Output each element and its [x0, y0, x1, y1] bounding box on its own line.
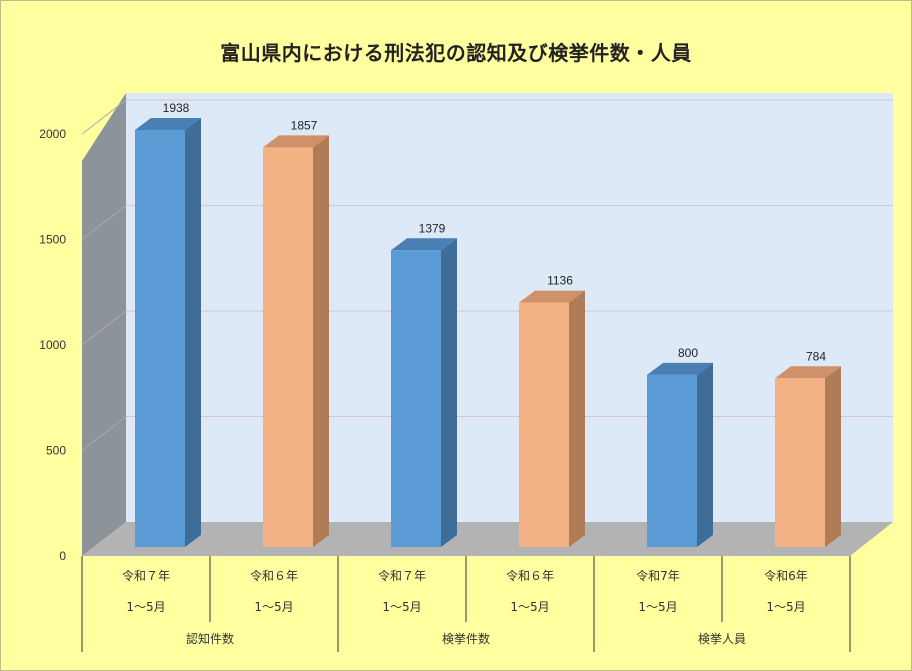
bar-side — [825, 366, 841, 547]
bar-side — [441, 238, 457, 547]
y-tick-label: 1500 — [39, 233, 66, 247]
category-label-bottom: 1～5月 — [254, 600, 293, 614]
category-label-bottom: 1～5月 — [510, 600, 549, 614]
category-label-bottom: 1～5月 — [638, 600, 677, 614]
bar-top — [647, 362, 713, 375]
gridline-side — [81, 99, 127, 135]
data-label: 1857 — [291, 118, 318, 132]
bar-top — [135, 118, 201, 130]
bar-top — [775, 366, 841, 379]
data-label: 1938 — [163, 101, 190, 115]
bar-top — [519, 290, 585, 303]
data-label: 784 — [806, 349, 826, 363]
group-label: 検挙人員 — [698, 632, 746, 646]
bar — [775, 378, 825, 547]
category-label-top: 令和6年 — [764, 568, 808, 583]
data-label: 1136 — [547, 274, 573, 288]
gridline-side — [81, 416, 127, 451]
bar — [263, 147, 313, 548]
bar — [647, 374, 697, 547]
category-label-bottom: 1～5月 — [766, 600, 805, 614]
group-label: 認知件数 — [186, 631, 234, 646]
data-label: 800 — [678, 346, 698, 360]
category-label-bottom: 1～5月 — [126, 600, 165, 614]
y-tick-label: 1000 — [39, 338, 66, 352]
category-label-top: 令和６年 — [250, 568, 298, 583]
category-label-bottom: 1～5月 — [382, 600, 421, 614]
category-label-top: 令和７年 — [122, 568, 170, 583]
chart-title: 富山県内における刑法犯の認知及び検挙件数・人員 — [220, 41, 692, 65]
bar-side — [313, 135, 329, 548]
bar — [519, 302, 569, 547]
group-label: 検挙件数 — [442, 631, 490, 646]
plot-side-wall — [82, 93, 126, 556]
bar — [135, 130, 185, 547]
y-tick-label: 2000 — [39, 127, 66, 141]
bar-side — [569, 290, 585, 547]
category-label-top: 令和7年 — [636, 568, 680, 583]
data-label: 1379 — [419, 221, 446, 235]
gridline-side — [81, 205, 127, 240]
y-tick-label: 500 — [46, 444, 66, 458]
bar-side — [185, 118, 201, 547]
plot-floor — [82, 522, 893, 556]
category-label-top: 令和６年 — [506, 568, 554, 583]
bar-side — [697, 362, 713, 547]
category-label-top: 令和７年 — [378, 568, 426, 583]
bar — [391, 250, 441, 547]
y-tick-label: 0 — [59, 549, 66, 563]
plot-back-wall — [126, 93, 893, 522]
bar-top — [391, 238, 457, 251]
bar-top — [263, 135, 329, 148]
gridline-side — [81, 310, 127, 346]
